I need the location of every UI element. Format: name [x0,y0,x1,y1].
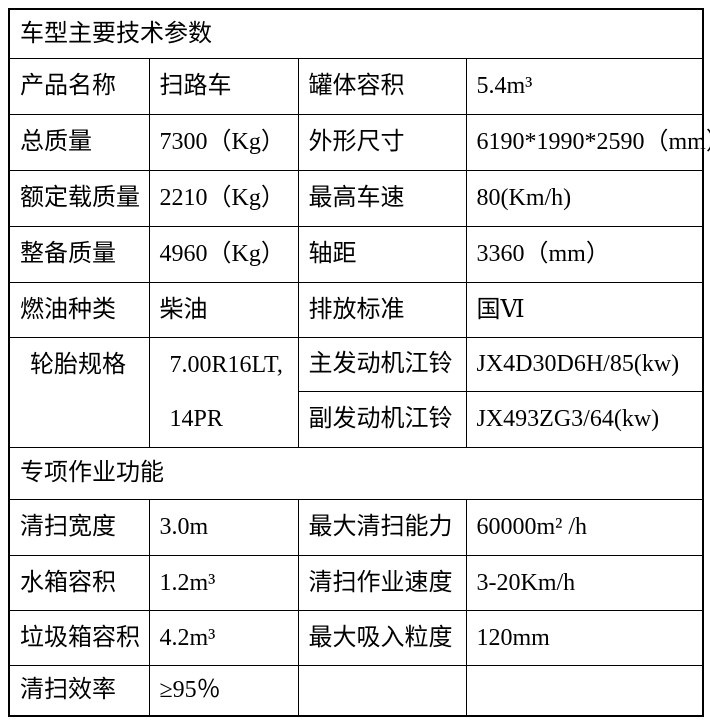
fuel-type-label: 燃油种类 [8,281,150,338]
tire-spec-value-line1: 7.00R16LT, [169,351,283,378]
tire-spec-label: 轮胎规格 [30,351,126,378]
table-row: 燃油种类 柴油 排放标准 国Ⅵ [8,281,704,338]
vehicle-spec-table: 车型主要技术参数 产品名称 扫路车 罐体容积 5.4m³ 总质量 7300（Kg… [8,8,710,717]
section2-header-row: 专项作业功能 [8,446,704,500]
tire-spec-label-spacer [20,392,147,447]
aux-engine-value: JX493ZG3/64(kw) [465,390,704,448]
section1-header-row: 车型主要技术参数 [8,8,704,59]
max-particle-value: 120mm [465,609,704,666]
table-row: 清扫效率 ≥95％ [8,664,704,717]
sweep-speed-label: 清扫作业速度 [297,554,467,611]
sweep-width-value: 3.0m [148,498,299,556]
max-speed-label: 最高车速 [297,169,467,227]
table-row: 水箱容积 1.2m³ 清扫作业速度 3-20Km/h [8,554,704,611]
curb-weight-value: 4960（Kg） [148,225,299,283]
total-mass-label: 总质量 [8,113,150,171]
emission-standard-label: 排放标准 [297,281,467,338]
garbage-box-label: 垃圾箱容积 [8,609,150,666]
water-tank-label: 水箱容积 [8,554,150,611]
empty-cell [465,664,704,717]
max-sweep-capacity-value: 60000m² /h [465,498,704,556]
sweep-efficiency-label: 清扫效率 [8,664,150,717]
table-row: 垃圾箱容积 4.2m³ 最大吸入粒度 120mm [8,609,704,666]
dimensions-value: 6190*1990*2590（mm） [465,113,710,171]
main-engine-label: 主发动机江铃 [297,336,467,392]
tire-spec-value-line2: 14PR [169,406,223,433]
table-row: 副发动机江铃 JX493ZG3/64(kw) [9,390,704,448]
curb-weight-label: 整备质量 [8,225,150,283]
table-row: 整备质量 4960（Kg） 轴距 3360（mm） [8,225,704,283]
rated-load-label: 额定载质量 [8,169,150,227]
dimensions-label: 外形尺寸 [297,113,467,171]
table-row: 轮胎规格 7.00R16LT, 14PR 主发动机江铃 JX4D30D6H/85… [8,336,704,448]
table-row: 总质量 7300（Kg） 外形尺寸 6190*1990*2590（mm） [8,113,710,171]
sweep-speed-value: 3-20Km/h [465,554,704,611]
fuel-type-value: 柴油 [148,281,299,338]
section2-title: 专项作业功能 [8,446,704,500]
table-row: 产品名称 扫路车 罐体容积 5.4m³ [8,57,704,115]
main-engine-value: JX4D30D6H/85(kw) [465,336,704,392]
garbage-box-value: 4.2m³ [148,609,299,666]
water-tank-value: 1.2m³ [148,554,299,611]
table-row: 清扫宽度 3.0m 最大清扫能力 60000m² /h [8,498,704,556]
tire-spec-label-cell: 轮胎规格 [8,336,150,448]
tank-capacity-value: 5.4m³ [465,57,704,115]
product-name-value: 扫路车 [148,57,299,115]
total-mass-value: 7300（Kg） [148,113,299,171]
section1-title: 车型主要技术参数 [8,8,704,59]
tire-spec-value-cell: 7.00R16LT, 14PR [148,336,299,448]
table-row: 额定载质量 2210（Kg） 最高车速 80(Km/h) [8,169,704,227]
emission-standard-value: 国Ⅵ [465,281,704,338]
tank-capacity-label: 罐体容积 [297,57,467,115]
sweep-efficiency-value: ≥95％ [148,664,299,717]
sweep-width-label: 清扫宽度 [8,498,150,556]
empty-cell [297,664,467,717]
wheelbase-value: 3360（mm） [465,225,704,283]
max-particle-label: 最大吸入粒度 [297,609,467,666]
max-speed-value: 80(Km/h) [465,169,704,227]
aux-engine-label: 副发动机江铃 [297,390,467,448]
max-sweep-capacity-label: 最大清扫能力 [297,498,467,556]
product-name-label: 产品名称 [8,57,150,115]
rated-load-value: 2210（Kg） [148,169,299,227]
wheelbase-label: 轴距 [297,225,467,283]
